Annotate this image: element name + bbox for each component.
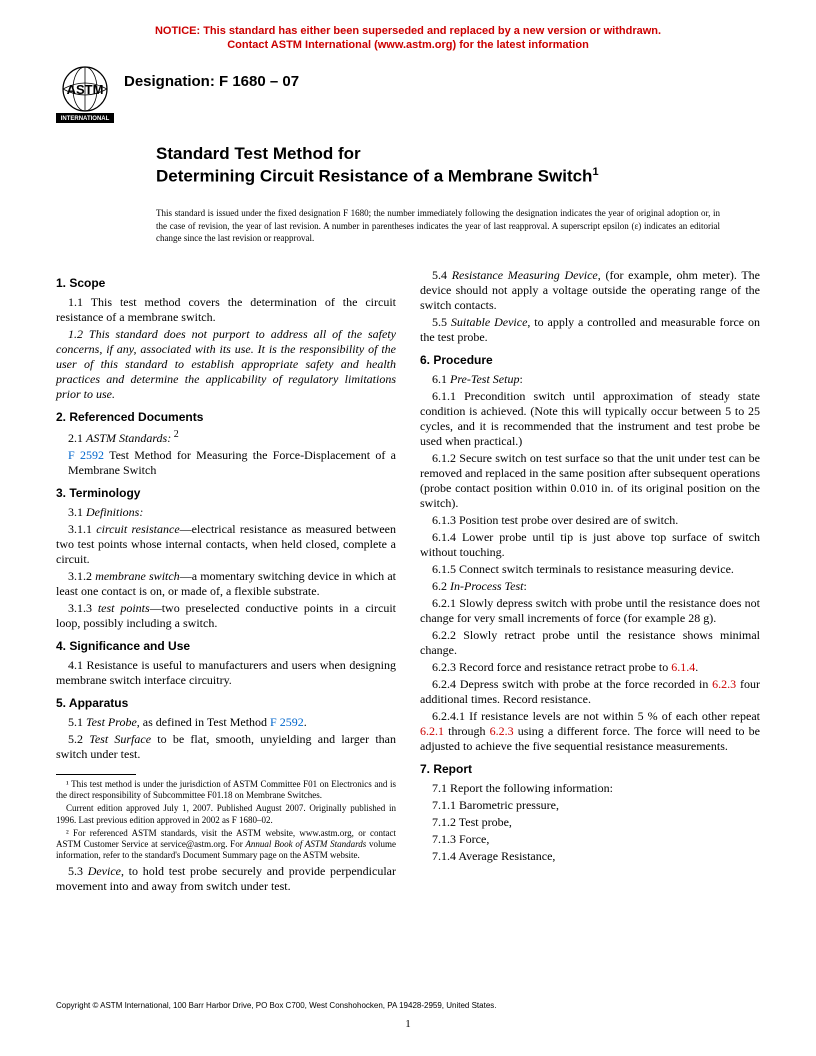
refdocs-p1: 2.1 ASTM Standards: 2 <box>56 429 396 446</box>
report-p4: 7.1.3 Force, <box>420 832 760 847</box>
body-columns: 1. Scope 1.1 This test method covers the… <box>56 268 760 894</box>
term-test-points: 3.1.3 test points—two preselected conduc… <box>56 601 396 631</box>
refdocs-head: 2. Referenced Documents <box>56 410 396 425</box>
footnote-rule <box>56 774 136 775</box>
scope-p1: 1.1 This test method covers the determin… <box>56 295 396 325</box>
title-line1: Standard Test Method for <box>156 143 760 165</box>
title-sup: 1 <box>592 166 598 178</box>
notice-line1: NOTICE: This standard has either been su… <box>155 25 661 37</box>
term-membrane-switch: 3.1.2 membrane switch—a momentary switch… <box>56 569 396 599</box>
copyright-line: Copyright © ASTM International, 100 Barr… <box>56 1001 760 1010</box>
document-title: Standard Test Method for Determining Cir… <box>156 143 760 188</box>
notice-line2: Contact ASTM International (www.astm.org… <box>227 39 589 51</box>
report-head: 7. Report <box>420 762 760 777</box>
xref-623[interactable]: 6.2.3 <box>712 677 736 691</box>
scope-head: 1. Scope <box>56 276 396 291</box>
header-row: ASTM INTERNATIONAL Designation: F 1680 –… <box>56 65 760 123</box>
designation-line: Designation: F 1680 – 07 <box>124 73 299 90</box>
term-definitions: 3.1 Definitions: <box>56 505 396 520</box>
apparatus-p4: 5.4 Resistance Measuring Device, (for ex… <box>420 268 760 313</box>
apparatus-head: 5. Apparatus <box>56 696 396 711</box>
proc-p9: 6.2.2 Slowly retract probe until the res… <box>420 628 760 658</box>
proc-p7: 6.2 In-Process Test: <box>420 579 760 594</box>
footnotes-block: ¹ This test method is under the jurisdic… <box>56 774 396 862</box>
proc-p4: 6.1.3 Position test probe over desired a… <box>420 513 760 528</box>
logo-text-top: ASTM <box>67 82 104 97</box>
proc-p6: 6.1.5 Connect switch terminals to resist… <box>420 562 760 577</box>
ref-f2592-2[interactable]: F 2592 <box>270 715 304 729</box>
astm-logo: ASTM INTERNATIONAL <box>56 65 114 123</box>
xref-614[interactable]: 6.1.4 <box>671 660 695 674</box>
apparatus-p2: 5.2 Test Surface to be flat, smooth, uny… <box>56 732 396 762</box>
proc-p11: 6.2.4 Depress switch with probe at the f… <box>420 677 760 707</box>
xref-623b[interactable]: 6.2.3 <box>490 724 514 738</box>
footnote-2: ² For referenced ASTM standards, visit t… <box>56 828 396 862</box>
scope-p2: 1.2 This standard does not purport to ad… <box>56 327 396 402</box>
logo-text-bottom: INTERNATIONAL <box>61 116 110 122</box>
procedure-head: 6. Procedure <box>420 353 760 368</box>
ref-f2592[interactable]: F 2592 <box>68 448 104 462</box>
terminology-head: 3. Terminology <box>56 486 396 501</box>
term-circuit-resistance: 3.1.1 circuit resistance—electrical resi… <box>56 522 396 567</box>
apparatus-p1: 5.1 Test Probe, as defined in Test Metho… <box>56 715 396 730</box>
title-block: Standard Test Method for Determining Cir… <box>156 143 760 188</box>
report-p2: 7.1.1 Barometric pressure, <box>420 798 760 813</box>
apparatus-p3: 5.3 Device, to hold test probe securely … <box>56 864 396 894</box>
page-number: 1 <box>0 1018 816 1030</box>
proc-p12: 6.2.4.1 If resistance levels are not wit… <box>420 709 760 754</box>
footnote-1: ¹ This test method is under the jurisdic… <box>56 779 396 802</box>
report-p5: 7.1.4 Average Resistance, <box>420 849 760 864</box>
report-p3: 7.1.2 Test probe, <box>420 815 760 830</box>
title-line2: Determining Circuit Resistance of a Memb… <box>156 166 592 185</box>
significance-head: 4. Significance and Use <box>56 639 396 654</box>
xref-621[interactable]: 6.2.1 <box>420 724 444 738</box>
footnote-1b: Current edition approved July 1, 2007. P… <box>56 803 396 826</box>
notice-banner: NOTICE: This standard has either been su… <box>56 24 760 53</box>
issuance-note: This standard is issued under the fixed … <box>156 207 720 243</box>
apparatus-p5: 5.5 Suitable Device, to apply a controll… <box>420 315 760 345</box>
proc-p10: 6.2.3 Record force and resistance retrac… <box>420 660 760 675</box>
proc-p3: 6.1.2 Secure switch on test surface so t… <box>420 451 760 511</box>
proc-p2: 6.1.1 Precondition switch until approxim… <box>420 389 760 449</box>
significance-p1: 4.1 Resistance is useful to manufacturer… <box>56 658 396 688</box>
proc-p8: 6.2.1 Slowly depress switch with probe u… <box>420 596 760 626</box>
proc-p5: 6.1.4 Lower probe until tip is just abov… <box>420 530 760 560</box>
refdocs-p2: F 2592 Test Method for Measuring the For… <box>56 448 396 478</box>
report-p1: 7.1 Report the following information: <box>420 781 760 796</box>
proc-p1: 6.1 Pre-Test Setup: <box>420 372 760 387</box>
page-container: NOTICE: This standard has either been su… <box>0 0 816 934</box>
